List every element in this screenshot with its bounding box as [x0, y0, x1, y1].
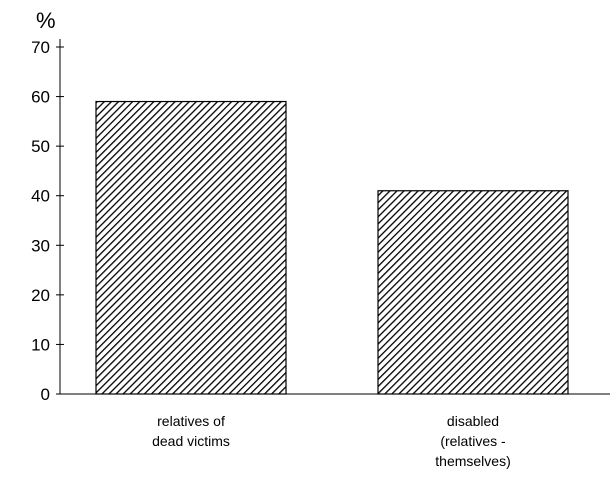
x-axis: relatives of dead victims disabled (relativ…	[60, 393, 610, 469]
x-category-label: dead victims	[152, 433, 230, 449]
x-category-label: themselves)	[435, 453, 510, 469]
y-axis: 0 10 20 30 40 50 60 70	[31, 38, 64, 404]
bars	[95, 100, 569, 395]
x-category-label: disabled	[447, 413, 499, 429]
x-category-label: relatives of	[157, 413, 225, 429]
y-axis-unit-label: %	[36, 8, 56, 33]
y-tick-label: 0	[41, 385, 50, 404]
bar	[95, 100, 287, 395]
y-tick-label: 20	[31, 286, 50, 305]
y-tick-label: 70	[31, 38, 50, 57]
y-tick-label: 30	[31, 236, 50, 255]
y-tick-label: 40	[31, 187, 50, 206]
y-tick-label: 10	[31, 335, 50, 354]
x-category-label: (relatives -	[440, 433, 506, 449]
bar	[377, 190, 569, 395]
y-tick-label: 50	[31, 137, 50, 156]
y-tick-label: 60	[31, 88, 50, 107]
